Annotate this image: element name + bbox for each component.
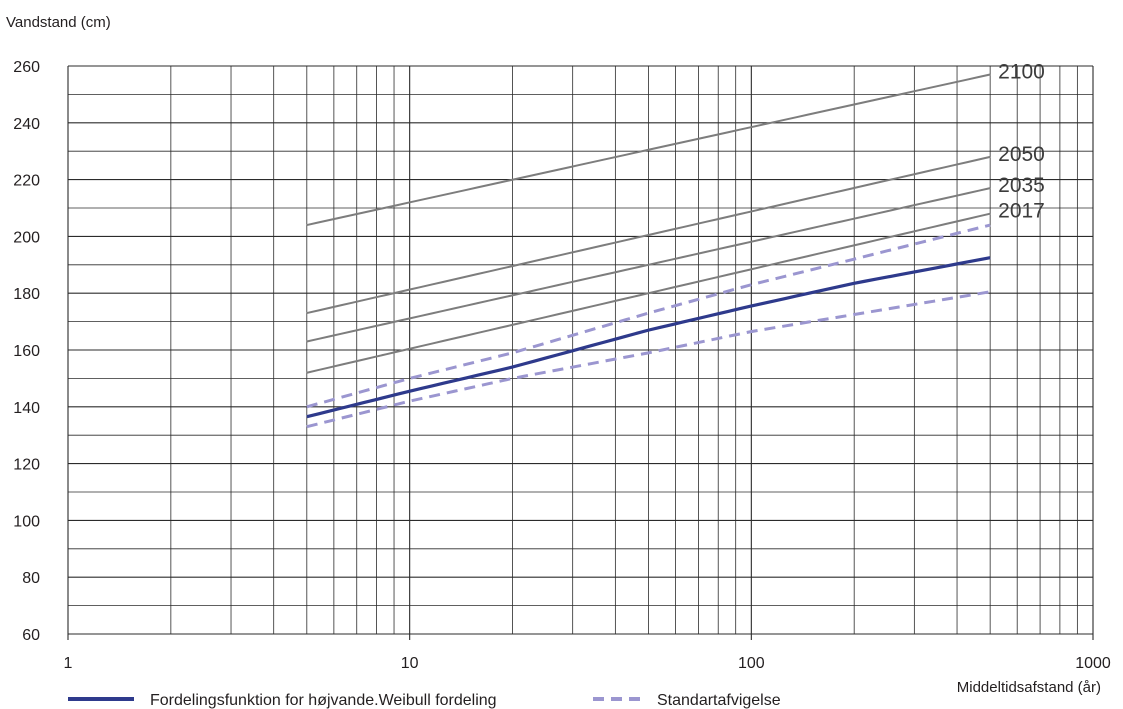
- x-tick-label: 100: [738, 655, 765, 672]
- year-labels: 2017 2035 2050 2100: [998, 61, 1045, 223]
- x-tick-label: 10: [401, 655, 419, 672]
- series-line-std-2: [306, 290, 991, 429]
- y-tick-label: 180: [13, 286, 40, 303]
- y-tick-label: 160: [13, 343, 40, 360]
- y-tick-label: 120: [13, 457, 40, 474]
- x-axis-label: Middeltidsafstand (år): [957, 679, 1101, 696]
- year-label-2035: 2035: [998, 174, 1045, 197]
- year-label-2017: 2017: [998, 200, 1045, 223]
- y-tick-label: 60: [22, 627, 40, 644]
- year-label-2050: 2050: [998, 143, 1045, 166]
- series-line-2017: [306, 212, 991, 374]
- series-line-std-1: [306, 223, 991, 409]
- y-tick-label: 200: [13, 229, 40, 246]
- series-lines: [306, 73, 991, 429]
- series-line-2100: [306, 73, 991, 227]
- grid: [67, 65, 1094, 640]
- legend-label-std: Standartafvigelse: [657, 692, 781, 709]
- y-tick-label: 140: [13, 400, 40, 417]
- x-tick-label: 1: [64, 655, 73, 672]
- legend: Fordelingsfunktion for højvande.Weibull …: [68, 692, 781, 709]
- series-line-weibull: [306, 256, 991, 419]
- y-tick-label: 80: [22, 570, 40, 587]
- y-tick-label: 220: [13, 173, 40, 190]
- x-tick-labels: 1 10 100 1000: [64, 655, 1111, 672]
- y-tick-label: 240: [13, 116, 40, 133]
- y-tick-label: 260: [13, 59, 40, 76]
- year-label-2100: 2100: [998, 61, 1045, 84]
- series-line-2035: [306, 187, 991, 343]
- series-line-2050: [306, 155, 991, 315]
- y-axis-label: Vandstand (cm): [6, 14, 111, 31]
- y-tick-labels: 60 80 100 120 140 160 180 200 220 240 260: [13, 59, 40, 644]
- y-tick-label: 100: [13, 513, 40, 530]
- legend-label-weibull: Fordelingsfunktion for højvande.Weibull …: [150, 692, 497, 709]
- x-tick-label: 1000: [1075, 655, 1111, 672]
